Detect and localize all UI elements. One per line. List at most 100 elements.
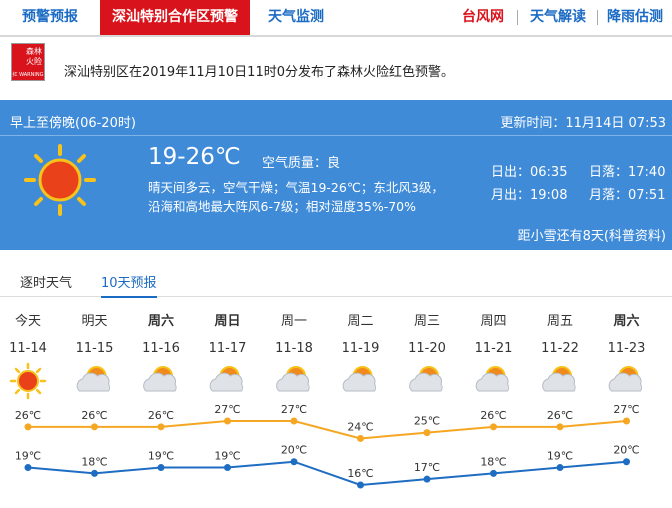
weather-icon [342,366,377,392]
low-temp-label: 16℃ [347,467,373,480]
weather-icon [209,366,244,392]
high-temp-point [290,417,298,425]
high-temp-point [490,423,497,431]
day-name: 今天 [15,313,41,329]
low-temp-point [623,458,630,466]
moonrise: 月出：19:08 [491,188,568,203]
high-temp-label: 24℃ [347,420,373,433]
weather-icon [143,366,177,392]
cloud [342,372,377,392]
day-name: 周日 [214,314,240,329]
date: 11-15 [76,341,114,356]
sun-icon [24,144,96,216]
weather-icon [409,366,443,392]
low-temp-line [27,460,627,487]
temp-range: 19-26℃ [148,144,241,170]
low-temp-point [357,481,364,489]
day-name: 周三 [414,314,440,329]
sun-ray [35,388,42,395]
weather-icon [9,362,47,400]
cloud [76,372,111,392]
description: 晴天间多云，空气干燥；气温19-26℃；东北风3级， [148,180,444,195]
today-panel: 早上至傍晚(06-20时) 更新时间：11月14日 07:53 19-26℃ 空… [0,100,672,250]
date: 11-14 [9,341,47,356]
weather-icon [475,366,510,392]
date: 11-20 [408,341,446,356]
sun-ray [14,367,21,374]
low-temp-point [91,469,98,477]
weather-icon [608,366,643,392]
solar-term[interactable]: 距小雪还有8天(科普资料) [517,229,666,244]
low-temp-point [224,464,231,472]
cloud [608,372,643,392]
moonset: 月落：07:51 [589,188,666,203]
date: 11-16 [142,341,180,356]
sun [17,370,39,392]
cloud [209,372,244,392]
weather-icon [542,366,576,392]
high-temp-label: 26℃ [480,409,506,422]
high-temp-label: 27℃ [281,403,307,416]
period: 早上至傍晚(06-20时) [10,116,136,131]
date: 11-17 [209,341,247,356]
date: 11-18 [275,341,313,356]
divider [0,135,672,136]
day-name: 周四 [480,314,506,329]
cloud [542,372,576,392]
forecast-tabs: 逐时天气 10天预报 [0,262,672,298]
low-temp-label: 19℃ [15,450,41,463]
high-temp-label: 26℃ [15,409,41,422]
high-temp-point [157,423,165,431]
day-name: 周六 [613,313,639,329]
weather-icon [76,366,111,392]
high-temp-point [224,417,231,425]
cloud [143,372,177,392]
high-temp-point [556,423,564,431]
description: 沿海和高地最大阵风6-7级；相对湿度35%-70% [148,199,416,214]
sun-ray [14,388,21,395]
day-name: 明天 [81,314,107,329]
sunrise: 日出：06:35 [491,165,568,180]
low-temp-label: 18℃ [480,455,506,468]
warning-text[interactable]: 深汕特别区在2019年11月10日11时0分发布了森林火险红色预警。 [64,65,454,80]
high-temp-label: 26℃ [81,409,107,422]
sun-ray [35,367,42,374]
high-temp-label: 26℃ [148,409,174,422]
day-name: 周一 [281,314,307,329]
tab[interactable]: 逐时天气 [20,276,73,291]
warning-icon-text: 森林火险 [26,47,42,66]
separator [597,10,598,25]
tab-active[interactable]: 10天预报 [101,272,157,298]
high-temp-point [357,434,364,442]
high-temp-point [91,423,98,431]
nav-tab[interactable]: 预警预报 [22,9,78,25]
low-temp-point [157,464,165,472]
high-temp-point [623,417,630,425]
date: 11-21 [475,341,513,356]
high-temp-label: 27℃ [613,403,639,416]
high-temp-label: 25℃ [414,415,440,428]
day-name: 周六 [148,313,174,329]
nav-link[interactable]: 降雨估测 [607,9,663,25]
nav-tab[interactable]: 天气监测 [268,9,324,25]
warning-bar: 森林火险 红 WARNING 深汕特别区在2019年11月10日11时0分发布了… [0,38,672,98]
warning-icon: 森林火险 红 WARNING [11,43,45,81]
low-temp-point [490,469,497,477]
date: 11-22 [541,341,579,356]
date: 11-23 [608,341,646,356]
low-temp-label: 20℃ [281,444,307,457]
low-temp-label: 19℃ [214,450,240,463]
low-temp-label: 19℃ [148,450,174,463]
high-temp-label: 26℃ [547,409,573,422]
day-name: 周五 [547,314,573,329]
nav-link[interactable]: 天气解读 [530,9,586,25]
nav-link[interactable]: 台风网 [462,9,504,25]
low-temp-point [423,475,431,483]
date: 11-19 [342,341,380,356]
low-temp-label: 20℃ [613,444,639,457]
low-temp-point [290,458,298,466]
nav-tab-active[interactable]: 深汕特别合作区预警 [100,0,250,35]
nav-bar: 预警预报 深汕特别合作区预警 天气监测 台风网 天气解读 降雨估测 [0,0,672,37]
high-temp-line [28,420,627,440]
low-temp-label: 17℃ [414,461,440,474]
